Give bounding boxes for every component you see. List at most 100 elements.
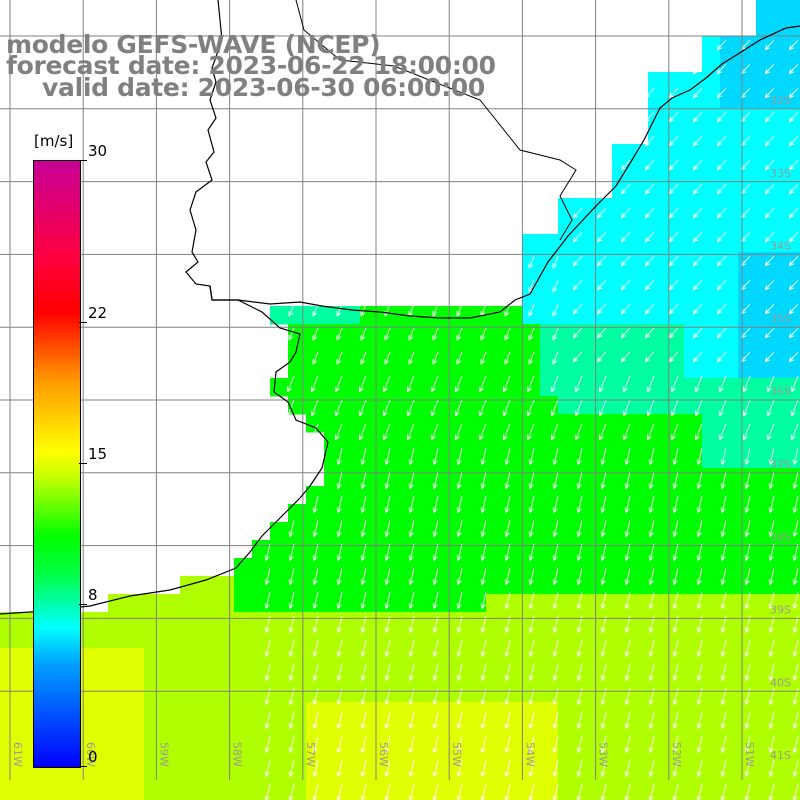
- wind-arrow: [768, 711, 775, 729]
- wind-arrow: [692, 327, 703, 339]
- field-cell: [486, 468, 505, 487]
- title-valid-date: valid date: 2023-06-30 06:00:00: [42, 73, 485, 102]
- field-cell: [702, 342, 721, 361]
- field-cell: [720, 594, 739, 613]
- field-cell: [576, 306, 595, 325]
- field-cell: [342, 594, 361, 613]
- field-cell: [792, 414, 800, 433]
- field-cell: [504, 504, 523, 523]
- wind-arrow: [360, 711, 367, 729]
- field-cell: [774, 36, 793, 55]
- field-cell: [234, 666, 253, 685]
- wind-arrow: [696, 495, 703, 513]
- border-line: [295, 0, 577, 241]
- field-cell: [792, 54, 800, 73]
- wind-arrow: [312, 495, 319, 513]
- wind-arrow: [744, 567, 751, 585]
- wind-arrow: [692, 351, 703, 363]
- field-cell: [468, 378, 487, 397]
- wind-arrow: [744, 663, 751, 681]
- field-cell: [306, 612, 325, 631]
- field-cell: [288, 306, 307, 325]
- field-cell: [576, 288, 595, 307]
- wind-arrow: [648, 735, 655, 753]
- field-cell: [378, 306, 397, 325]
- wind-arrow: [552, 351, 559, 365]
- wind-arrow: [454, 399, 463, 417]
- field-cell: [576, 630, 595, 649]
- field-cell: [270, 756, 289, 775]
- field-cell: [360, 720, 379, 739]
- field-cell: [702, 792, 721, 800]
- field-cell: [576, 558, 595, 577]
- field-cell: [468, 774, 487, 793]
- field-cell: [720, 648, 739, 667]
- field-cell: [504, 396, 523, 415]
- field-cell: [234, 702, 253, 721]
- field-cell: [486, 540, 505, 559]
- field-cell: [432, 432, 451, 451]
- field-cell: [594, 216, 613, 235]
- field-cell: [630, 306, 649, 325]
- field-cell: [792, 468, 800, 487]
- field-cell: [684, 216, 703, 235]
- field-cell: [522, 414, 541, 433]
- field-cell: [468, 576, 487, 595]
- wind-arrow: [576, 567, 583, 585]
- field-cell: [648, 342, 667, 361]
- field-cell: [576, 216, 595, 235]
- field-cell: [648, 720, 667, 739]
- field-cell: [576, 234, 595, 253]
- field-cell: [666, 144, 685, 163]
- wind-arrow: [648, 471, 655, 489]
- field-cell: [450, 702, 469, 721]
- field-cell: [396, 774, 415, 793]
- field-cell: [342, 648, 361, 667]
- wind-arrow: [384, 735, 391, 753]
- wind-arrow: [766, 423, 775, 441]
- field-cell: [774, 648, 793, 667]
- wind-arrow: [620, 255, 631, 267]
- wind-arrow: [744, 591, 751, 609]
- field-cell: [234, 738, 253, 757]
- wind-arrow: [288, 735, 295, 753]
- field-cell: [684, 342, 703, 361]
- field-cell: [738, 414, 757, 433]
- field-cell: [180, 594, 199, 613]
- field-cell: [540, 378, 559, 397]
- field-cell: [648, 396, 667, 415]
- field-cell: [198, 612, 217, 631]
- wind-arrow: [696, 471, 703, 489]
- field-cell: [756, 576, 775, 595]
- field-cell: [720, 162, 739, 181]
- wind-arrow: [720, 567, 727, 585]
- field-cell: [720, 522, 739, 541]
- field-cell: [18, 630, 37, 649]
- wind-arrow: [384, 351, 391, 365]
- wind-arrow: [672, 735, 679, 753]
- field-cell: [0, 684, 19, 703]
- field-cell: [558, 558, 577, 577]
- field-cell: [756, 648, 775, 667]
- wind-arrow: [360, 351, 367, 365]
- wind-arrow: [692, 159, 703, 171]
- lon-label: 59W: [157, 742, 170, 767]
- field-cell: [162, 594, 181, 613]
- field-cell: [792, 774, 800, 793]
- field-cell: [648, 360, 667, 379]
- field-cell: [360, 792, 379, 800]
- wind-arrow: [596, 255, 607, 267]
- wind-arrow: [648, 447, 655, 465]
- field-cell: [522, 630, 541, 649]
- field-cell: [702, 504, 721, 523]
- field-cell: [198, 648, 217, 667]
- field-cell: [774, 504, 793, 523]
- wind-arrow: [620, 231, 631, 243]
- field-cell: [738, 108, 757, 127]
- field-cell: [270, 594, 289, 613]
- field-cell: [360, 774, 379, 793]
- field-cell: [414, 684, 433, 703]
- field-cell: [270, 648, 289, 667]
- field-cell: [450, 342, 469, 361]
- field-cell: [630, 774, 649, 793]
